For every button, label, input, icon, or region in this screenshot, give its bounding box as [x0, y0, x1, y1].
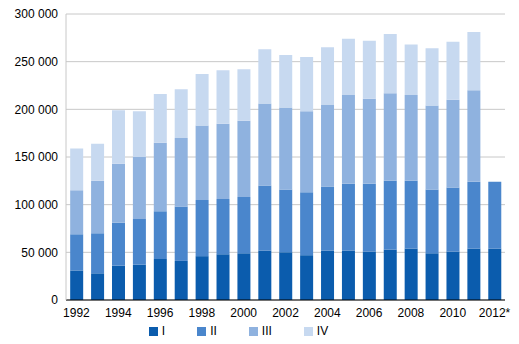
svg-text:250 000: 250 000: [15, 55, 59, 69]
svg-text:2006: 2006: [356, 306, 383, 320]
html-text:I: I: [161, 324, 166, 338]
svg-text:1992: 1992: [63, 306, 90, 320]
svg-text:0: 0: [51, 293, 58, 307]
svg-text:50 000: 50 000: [21, 246, 58, 260]
svg-text:1996: 1996: [147, 306, 174, 320]
svg-text:2008: 2008: [398, 306, 425, 320]
svg-text:2002: 2002: [272, 306, 299, 320]
svg-text:1994: 1994: [105, 306, 132, 320]
html-text:III: III: [261, 324, 272, 338]
svg-text:2010: 2010: [439, 306, 466, 320]
svg-text:2012*: 2012*: [479, 306, 511, 320]
svg-text:2000: 2000: [230, 306, 257, 320]
svg-text:300 000: 300 000: [15, 7, 59, 21]
html-text:II: II: [210, 324, 217, 338]
svg-text:100 000: 100 000: [15, 198, 59, 212]
svg-text:200 000: 200 000: [15, 103, 59, 117]
svg-text:1998: 1998: [189, 306, 216, 320]
html-text:IV: IV: [316, 324, 329, 338]
svg-text:150 000: 150 000: [15, 150, 59, 164]
svg-text:2004: 2004: [314, 306, 341, 320]
